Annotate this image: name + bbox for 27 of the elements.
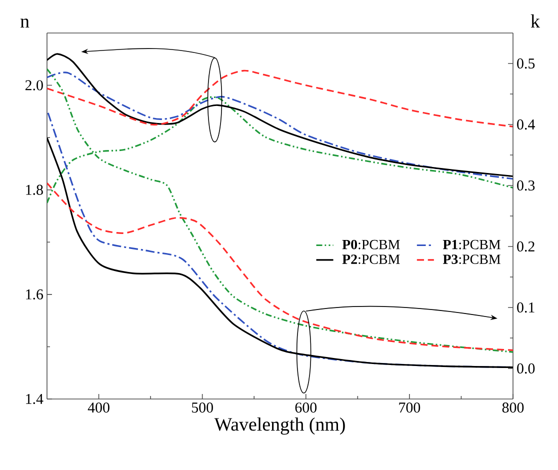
y-tick-label: 1.4 [26,394,44,404]
y2-tick-label: 0.5 [517,58,535,69]
legend-label: P0:PCBM [342,240,400,250]
y2-tick-label: 0.2 [517,241,534,252]
line-series [47,68,513,353]
line-series [47,53,513,178]
y2-tick-label: 0.3 [517,180,535,191]
y-tick-label: 2.0 [25,80,43,90]
x-tick-label: 800 [502,402,524,413]
y-tick-label: 1.6 [26,289,44,300]
line-series [47,70,513,128]
y-axis-title: n [20,18,30,28]
legend-label: P3:PCBM [442,254,500,264]
legend-label: P1:PCBM [442,240,500,250]
x-tick-label: 500 [192,402,213,413]
y2-tick-label: 0.4 [517,119,535,130]
x-tick-label: 400 [88,402,110,413]
legend-label: P2:PCBM [342,254,400,264]
y-tick-label: 1.8 [26,184,43,195]
y2-axis-title: k [530,14,540,28]
x-axis-title: Wavelength (nm) [214,417,345,435]
x-tick-label: 700 [399,402,420,413]
line-series [47,182,513,351]
x-tick-label: 600 [295,402,317,413]
y2-tick-label: 0.1 [517,302,534,313]
line-series [47,72,513,180]
y2-tick-label: 0.0 [517,363,535,374]
